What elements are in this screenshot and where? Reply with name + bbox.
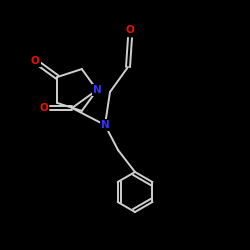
- Text: O: O: [126, 25, 134, 35]
- Text: O: O: [40, 103, 48, 113]
- Text: N: N: [92, 85, 102, 95]
- Text: N: N: [100, 120, 110, 130]
- Text: O: O: [31, 56, 40, 66]
